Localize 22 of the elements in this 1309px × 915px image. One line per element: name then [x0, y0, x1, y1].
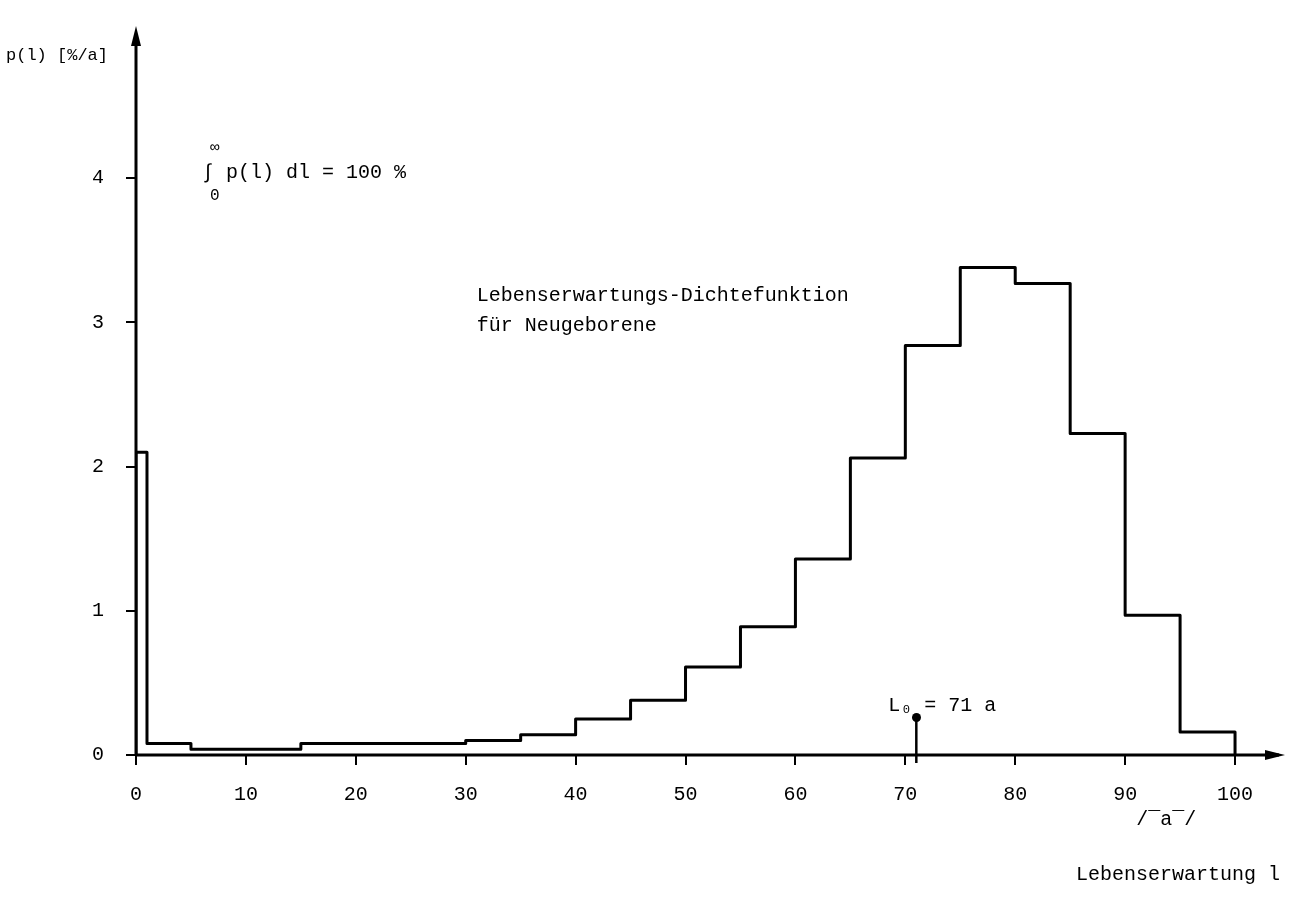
y-tick-label: 2 [91, 454, 104, 478]
text: /‾a‾/ [1136, 808, 1197, 831]
x-tick-label: 60 [783, 783, 808, 807]
x-tick-label: 10 [233, 783, 258, 807]
x-tick-label: 50 [673, 783, 698, 807]
annotation: Lebenserwartungs-Dichtefunktion für Neugeborene [476, 283, 849, 337]
x-axis-title: Lebenserwartung l [1075, 863, 1280, 886]
x-tick-label: 80 [1003, 783, 1028, 807]
text: ∫0∞ p(l) dl = 100 % [201, 139, 406, 206]
y-tick-label: 1 [91, 599, 104, 623]
ref-line-label: L₀ = 71 a [888, 694, 997, 717]
y-axis-title: p(l) [%/a] [6, 46, 109, 65]
x-tick-label: 100 [1217, 783, 1254, 807]
x-tick-label: 40 [563, 783, 588, 807]
x-tick-label: 30 [453, 783, 478, 807]
x-tick-label: 0 [129, 783, 143, 807]
y-tick-label: 4 [91, 166, 104, 190]
y-tick-label: 3 [91, 310, 104, 334]
x-tick-label: 90 [1113, 783, 1138, 807]
x-tick-label: 20 [343, 783, 368, 807]
x-tick-label: 70 [893, 783, 918, 807]
y-tick-label: 0 [91, 743, 104, 767]
